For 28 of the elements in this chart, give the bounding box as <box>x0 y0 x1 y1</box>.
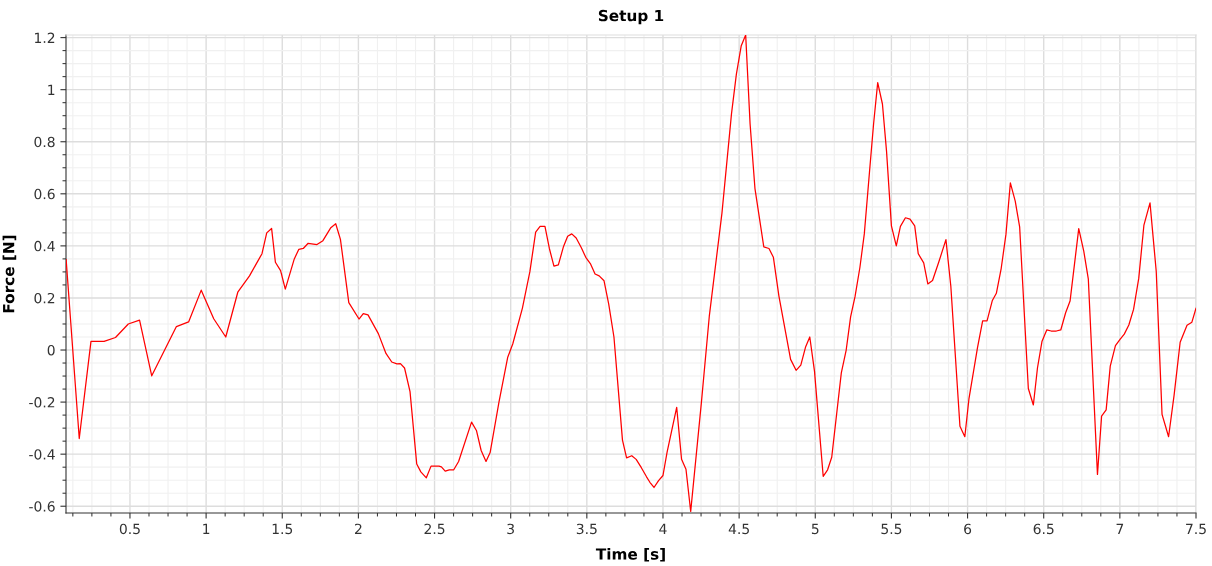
x-tick-label: 2 <box>355 523 362 534</box>
x-tick-label: 5 <box>811 523 819 535</box>
x-tick-label: 5.5 <box>881 523 902 535</box>
x-tick-label: 7.5 <box>1186 523 1206 535</box>
x-tick-label: 3 <box>507 523 514 535</box>
x-tick-label: 1.5 <box>272 523 293 535</box>
y-tick-label: 0.6 <box>34 188 55 200</box>
y-tick-label: -0.6 <box>29 501 55 512</box>
x-tick-label: 4 <box>659 523 667 534</box>
y-tick-label: -0.4 <box>29 449 55 460</box>
chart-title: Setup 1 <box>598 9 664 25</box>
y-tick-label: 0.8 <box>34 136 55 148</box>
x-tick-label: 4.5 <box>728 523 749 535</box>
y-tick-label: 0.4 <box>34 240 55 252</box>
y-tick-label: 0 <box>47 344 55 356</box>
y-tick-label: 0.2 <box>34 292 55 304</box>
y-tick-label: -0.2 <box>29 397 55 408</box>
y-tick-label: 1.2 <box>35 32 55 43</box>
x-tick-label: 2.5 <box>424 523 445 535</box>
x-tick-label: 0.5 <box>119 523 140 535</box>
y-axis-title: Force [N] <box>2 235 17 313</box>
x-tick-label: 6 <box>964 523 972 535</box>
x-tick-label: 6.5 <box>1033 523 1054 535</box>
x-tick-label: 3.5 <box>576 523 597 535</box>
y-tick-label: 1 <box>48 84 55 95</box>
x-tick-label: 1 <box>203 523 210 534</box>
x-tick-label: 7 <box>1116 523 1124 534</box>
x-axis-title: Time [s] <box>595 547 665 562</box>
